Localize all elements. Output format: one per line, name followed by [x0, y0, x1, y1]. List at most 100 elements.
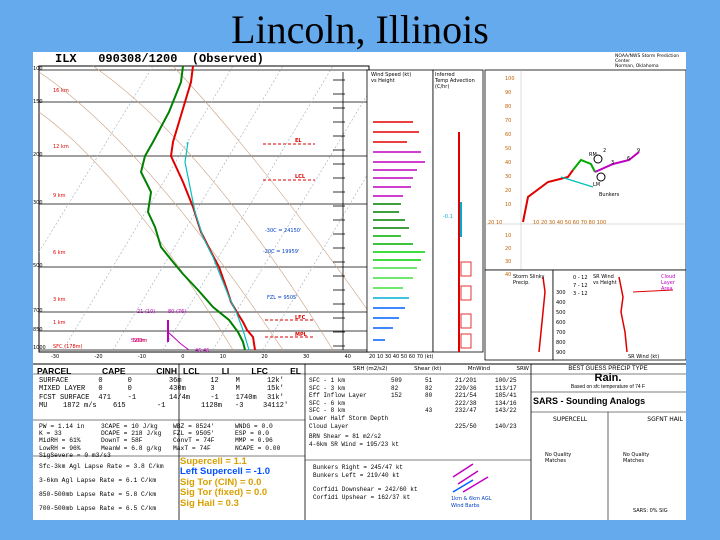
height-label: 1 km [53, 320, 66, 326]
sigtor-fixed-value: Sig Tor (fixed) = 0.0 [180, 487, 268, 499]
table-row: SFC - 3 km 82 82 229/36 113/17 [309, 384, 517, 392]
parcel-table: SURFACE 0 0 36m 12 M 12k' MIXED LAYER 0 0 430m 3 M 1… [39, 377, 303, 411]
parcel-table-header: PARCEL CAPE CINH [37, 366, 177, 376]
sounding-graphics [33, 65, 686, 520]
parcel-label: 46,46 [195, 348, 210, 354]
wind-speed-title: Wind Speed (kt) vs Height [371, 72, 412, 84]
table-row: LowRH = 96% MeanW = 6.8 g/kg MaxT = 74F NCA… [39, 444, 281, 452]
sigtor-cin-value: Sig Tor (CIN) = 0.0 [180, 476, 262, 488]
hodo-marker: RM [589, 152, 597, 158]
barb-legend: 1km & 6km AGL Wind Barbs [451, 496, 492, 509]
sr-wind-legend: Cloud Layer Area [661, 274, 676, 292]
height-label: 12 km [53, 144, 69, 150]
minus20-label: -20C = 19959' [263, 249, 300, 255]
temp-axis: -30 -20 -10 0 10 20 30 40 [51, 354, 351, 360]
height-label: 9 km [53, 193, 66, 199]
height-label: 3 km [53, 297, 66, 303]
height-label: 500m [133, 338, 148, 344]
sounding-header: ILX 090308/1200 (Observed) [55, 52, 264, 66]
pressure-label: 100 [33, 66, 43, 72]
sars-title: SARS - Sounding Analogs [533, 396, 646, 406]
pressure-label: 850 [33, 327, 43, 333]
hodograph-x-left: 20 10 [488, 220, 503, 226]
table-row: 850-500mb Lapse Rate = 5.8 C/km [39, 491, 157, 498]
table-row: 700-500mb Lapse Rate = 6.5 C/km [39, 505, 157, 512]
storm-slinky-panel [484, 269, 554, 361]
wind-speed-scale: 20 10 30 40 50 60 70 (kt) [369, 354, 434, 360]
left-supercell-value: Left Supercell = -1.0 [180, 466, 271, 478]
skewt-isobars [39, 69, 369, 351]
advection-value: -0.1 [443, 214, 453, 220]
page-title: Lincoln, Illinois [231, 7, 489, 52]
table-row: FCST SURFACE 471 -1 14/4m -1 1740m 31k' [39, 393, 284, 402]
table-row: Sfc-3km Agl Lapse Rate = 3.8 C/km [39, 463, 164, 470]
pressure-label: 1000 [33, 345, 46, 351]
sighail-value: Sig Hail = 0.3 [180, 497, 239, 509]
storm-motion: Bunkers Right = 245/47 kt Bunkers Left =… [313, 464, 418, 501]
wind-speed-panel [366, 69, 434, 353]
hodo-marker: 3 [611, 160, 615, 166]
composite-parameters: Supercell = 1.1 Left Supercell = -1.0 Si… [180, 456, 295, 517]
parcel-table-header-2: LCL LI LFC EL [183, 366, 301, 376]
indices-table: PW = 1.14 in 3CAPE = 10 J/kg WBZ = 8524' WN… [39, 423, 303, 459]
fzl-label: FZL = 9505' [267, 295, 298, 301]
sr-wind-ticks: 300 400 500 600 700 800 900 [556, 290, 566, 356]
hodograph-rings [485, 70, 686, 270]
hodo-marker: 6 [627, 156, 631, 162]
parcel-trace [167, 331, 190, 351]
skewt-frame [38, 65, 370, 353]
lcl-label: LCL [295, 174, 306, 180]
sr-wind-panel [552, 269, 686, 361]
table-row: SFC - 1 km 509 51 21/201 100/25 [309, 377, 517, 384]
hodograph-trace [522, 169, 574, 223]
height-label: 6 km [53, 250, 66, 256]
wetbulb-trace [184, 141, 250, 351]
table-row: SURFACE 0 0 36m 12 M 12k' [39, 377, 284, 385]
height-label: SFC (178m) [53, 344, 83, 350]
pressure-label: 700 [33, 308, 43, 314]
sounding-type: (Observed) [191, 52, 264, 66]
table-row: MidRH = 61% DownT = 58F ConvT = 74F MMP = 0… [39, 437, 273, 445]
wind-barbs [333, 72, 345, 350]
hodo-marker: 9 [637, 148, 641, 154]
left-note: 21 (10) [137, 309, 156, 315]
pressure-label: 200 [33, 152, 43, 158]
table-row: SFC - 8 km 43 232/47 143/22 [309, 407, 517, 415]
dewpoint-trace [139, 65, 246, 351]
table-row: Eff Inflow Layer 152 80 221/54 185/41 [309, 392, 517, 400]
temp-advection-title: Inferred Temp Advection (C/hr) [435, 72, 475, 90]
kinematics-table: SFC - 1 km 509 51 21/201 100/25 SFC - 3 km 82… [309, 377, 529, 448]
el-label: EL [295, 138, 302, 144]
sars-hail-pct: SARS: 0% SIG [633, 508, 668, 514]
hodograph-axis-lower: 10 20 30 40 [505, 233, 512, 278]
storm-slinky-title: Storm Slinky Precip. [513, 274, 545, 286]
table-row: SigSevere = 0 m3/s3 [39, 451, 111, 459]
precip-type-box: BEST GUESS PRECIP TYPE Rain. Based on sf… [568, 366, 648, 390]
sounding-panel: ILX 090308/1200 (Observed) NOAA/NWS Stor… [33, 52, 686, 520]
hodo-marker: LM [593, 182, 601, 188]
table-row: Cloud Layer 225/50 140/23 [309, 422, 517, 430]
mpl-label: MPL [295, 332, 307, 338]
table-row: BRN Shear = 81 m2/s2 [309, 433, 382, 441]
sounding-datetime: 090308/1200 [98, 52, 178, 66]
height-label: 16 km [53, 88, 69, 94]
pressure-label: 150 [33, 99, 43, 105]
supercell-value: Supercell = 1.1 [180, 456, 247, 467]
sr-wind-title: SR Wind vs Height [593, 274, 617, 286]
table-row: PW = 1.14 in 3CAPE = 10 J/kg WBZ = 8524' WN… [39, 423, 273, 430]
minus30-label: -30C = 24150' [265, 228, 302, 234]
srh-label: 80 (76) [168, 309, 187, 315]
wind-speed-bars [373, 121, 425, 341]
table-row: Lower Half Storm Depth [309, 414, 389, 422]
pressure-label: 300 [33, 200, 43, 206]
hodograph-frame [484, 69, 686, 271]
spc-credit: NOAA/NWS Storm Prediction Center Norman,… [615, 54, 680, 69]
skewt-adiabats [38, 65, 370, 351]
hodo-marker: Bunkers [599, 192, 620, 198]
sars-hail-result: No Quality Matches [623, 452, 650, 464]
barb-legend-icon [452, 463, 489, 493]
level-lines [263, 143, 315, 338]
hodo-marker: 2 [603, 148, 607, 154]
table-row: 3-6km Agl Lapse Rate = 6.1 C/km [39, 477, 157, 484]
station-id: ILX [55, 52, 77, 66]
